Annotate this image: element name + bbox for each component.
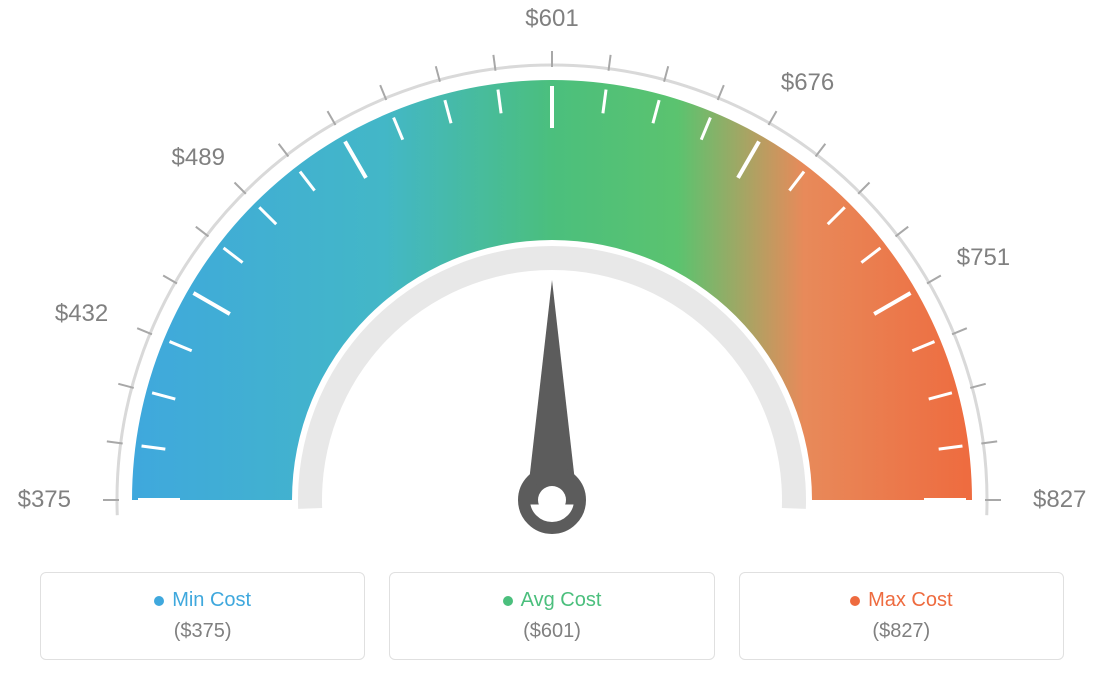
gauge-tick-label: $601 xyxy=(525,5,578,33)
legend-avg-value: ($601) xyxy=(410,620,693,643)
legend-title-max: Max Cost xyxy=(850,589,952,612)
gauge-tick-label: $432 xyxy=(55,300,108,328)
gauge-tick-label: $375 xyxy=(18,486,71,514)
gauge-tick-label: $676 xyxy=(781,69,834,97)
legend-card-avg: Avg Cost ($601) xyxy=(389,572,714,660)
legend-title-avg: Avg Cost xyxy=(503,589,602,612)
legend-avg-label: Avg Cost xyxy=(521,589,602,612)
gauge-container: $375$432$489$601$676$751$827 xyxy=(0,20,1104,560)
gauge-tick-label: $751 xyxy=(957,244,1010,272)
gauge-svg xyxy=(0,20,1104,560)
legend-min-value: ($375) xyxy=(61,620,344,643)
dot-icon xyxy=(850,596,860,606)
dot-icon xyxy=(154,596,164,606)
gauge-tick-label: $827 xyxy=(1033,486,1086,514)
gauge-tick-label: $489 xyxy=(172,144,225,172)
legend-max-value: ($827) xyxy=(760,620,1043,643)
dot-icon xyxy=(503,596,513,606)
legend-max-label: Max Cost xyxy=(868,589,952,612)
legend-min-label: Min Cost xyxy=(172,589,251,612)
legend-title-min: Min Cost xyxy=(154,589,251,612)
legend-row: Min Cost ($375) Avg Cost ($601) Max Cost… xyxy=(40,572,1064,660)
legend-card-max: Max Cost ($827) xyxy=(739,572,1064,660)
legend-card-min: Min Cost ($375) xyxy=(40,572,365,660)
